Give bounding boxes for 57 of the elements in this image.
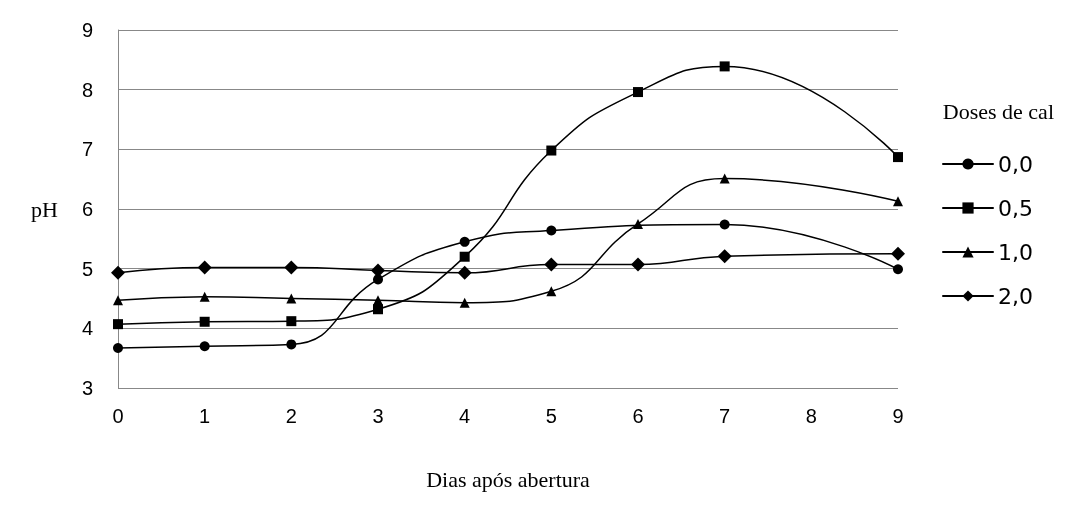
- point: [113, 319, 123, 330]
- point: [459, 251, 470, 262]
- point: [373, 295, 383, 306]
- point: [284, 260, 299, 275]
- point: [286, 339, 297, 350]
- y-tick-label: 8: [81, 78, 93, 101]
- point: [893, 152, 903, 163]
- point: [111, 265, 125, 280]
- y-tick-label: 7: [81, 138, 93, 161]
- point: [197, 260, 212, 275]
- point: [893, 196, 903, 207]
- point: [459, 236, 470, 247]
- point: [633, 87, 643, 98]
- point: [891, 246, 905, 261]
- legend-label: 0,0: [998, 151, 1034, 177]
- y-tick-label: 9: [81, 19, 93, 41]
- x-tick-label: 9: [892, 405, 904, 427]
- x-tick-label: 1: [199, 405, 211, 427]
- y-tick-label: 6: [81, 198, 93, 220]
- point: [544, 257, 559, 272]
- point: [719, 219, 730, 230]
- point: [546, 145, 557, 156]
- point: [199, 341, 210, 352]
- legend-label: 1,0: [998, 239, 1034, 265]
- point: [457, 265, 472, 280]
- y-axis-title: pH: [31, 196, 59, 222]
- x-tick-label: 2: [285, 405, 297, 427]
- y-tick-label: 4: [81, 317, 93, 340]
- point: [633, 218, 643, 229]
- point: [719, 173, 730, 184]
- legend-title: Doses de cal: [942, 98, 1055, 124]
- point: [546, 225, 557, 236]
- y-tick-label: 5: [81, 257, 93, 280]
- point: [286, 293, 297, 304]
- point: [113, 343, 123, 354]
- point: [717, 249, 732, 264]
- point: [286, 316, 297, 327]
- x-tick-label: 6: [632, 405, 644, 427]
- point: [546, 286, 557, 297]
- x-tick-label: 5: [545, 405, 557, 427]
- x-tick-label: 7: [719, 405, 731, 427]
- point: [199, 316, 210, 327]
- point: [631, 257, 645, 272]
- x-tick-label: 4: [459, 405, 471, 427]
- legend-label: 0,5: [998, 195, 1034, 221]
- x-tick-label: 3: [372, 405, 384, 427]
- point: [113, 295, 123, 306]
- point: [893, 264, 903, 275]
- x-tick-label: 8: [805, 405, 817, 427]
- point: [373, 304, 383, 315]
- x-tick-label: 0: [112, 405, 124, 427]
- point: [459, 297, 470, 308]
- y-tick-label: 3: [81, 377, 93, 399]
- point: [719, 61, 730, 72]
- x-axis-title: Dias após abertura: [426, 466, 591, 492]
- legend-label: 2,0: [998, 283, 1034, 309]
- point: [199, 291, 210, 302]
